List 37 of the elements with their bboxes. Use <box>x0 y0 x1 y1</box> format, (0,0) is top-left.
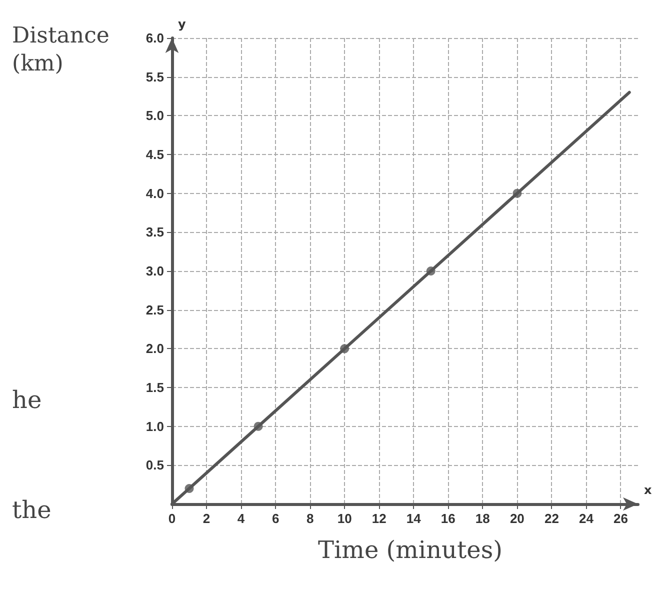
x-tick-label: 22 <box>544 511 559 526</box>
y-tick-label: 6.0 <box>146 30 164 46</box>
y-tick-label: 5.5 <box>146 69 164 84</box>
x-tick-label: 10 <box>337 511 352 526</box>
text: he <box>12 386 42 414</box>
point <box>340 344 350 354</box>
x-tick-label: 26 <box>614 511 628 526</box>
x-tick-label: 12 <box>372 511 386 526</box>
text: y <box>178 17 186 31</box>
x-tick-label: 14 <box>406 511 422 526</box>
y-tick-label: 3.5 <box>146 224 164 240</box>
point <box>184 484 194 493</box>
x-tick-label: 8 <box>306 511 314 526</box>
y-tick-label: 2.0 <box>146 341 164 356</box>
y-tick-label: 1.0 <box>146 418 164 434</box>
x-tick-label: 24 <box>578 511 594 526</box>
x-tick-label: 4 <box>237 511 246 526</box>
y-axis-title: Distance (km) <box>12 24 110 76</box>
point <box>426 266 436 276</box>
y-tick-label: 3.0 <box>146 264 164 278</box>
text: the <box>12 496 52 524</box>
x-tick-label: 16 <box>440 511 456 526</box>
x-axis-title: Time (minutes) <box>318 536 503 564</box>
y-tick-label: 5.0 <box>146 108 164 124</box>
x-tick-label: 0 <box>168 511 176 526</box>
x-tick-label: 20 <box>510 511 524 526</box>
x-tick-label: 6 <box>272 511 280 526</box>
point <box>512 188 522 198</box>
x-tick-label: 18 <box>475 511 490 526</box>
y-tick-label: 1.5 <box>146 380 164 395</box>
x-tick-label: 2 <box>202 511 210 526</box>
y-tick-label: 4.0 <box>146 186 164 201</box>
y-tick-label: 2.5 <box>146 302 164 318</box>
point <box>254 422 263 431</box>
text: x <box>644 483 652 497</box>
y-tick-label: 4.5 <box>146 147 164 162</box>
y-tick-label: 0.5 <box>146 458 164 473</box>
